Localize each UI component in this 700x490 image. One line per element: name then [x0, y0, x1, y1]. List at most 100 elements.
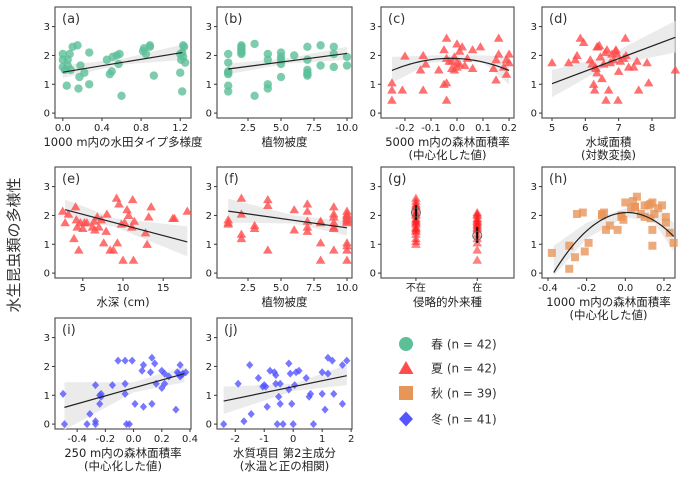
x-tick-label: 0.2 [154, 434, 170, 445]
point-triangle [236, 233, 247, 243]
y-tick-label: 1 [206, 391, 212, 402]
point-diamond [60, 420, 69, 429]
point-triangle [570, 55, 581, 64]
point-triangle [122, 205, 132, 214]
point-triangle [441, 78, 452, 87]
point-square [571, 253, 580, 262]
legend-item: 冬 (n = 41) [399, 411, 497, 427]
point-circle [342, 61, 352, 70]
x-axis-label: 1000 m内の森林面積率 [546, 295, 671, 309]
x-tick-label: 0 [290, 434, 296, 445]
point-diamond [321, 405, 329, 414]
panel-d: 0 1 2 3 5 6 7 8 水域面積(対数変換) (d) [531, 6, 681, 162]
point-triangle [169, 213, 180, 222]
point-triangle [446, 56, 457, 65]
x-axis-label: (中心化した値) [570, 308, 648, 322]
point-square [661, 212, 670, 221]
point-triangle [420, 59, 431, 68]
panel-label: (b) [224, 12, 242, 27]
point-triangle [342, 255, 352, 264]
confidence-band [65, 199, 188, 257]
point-diamond [338, 399, 347, 408]
x-tick-label: -0.1 [421, 123, 441, 134]
point-triangle [563, 58, 574, 67]
x-axis-label: 5000 m内の森林面積率 [385, 135, 510, 149]
point-triangle [236, 229, 247, 238]
x-tick-label: 0.4 [94, 123, 110, 134]
y-tick-label: 3 [44, 22, 50, 33]
y-tick-label: 0 [206, 269, 212, 280]
point-triangle [589, 85, 600, 94]
point-diamond [86, 410, 94, 419]
point-diamond [279, 420, 287, 429]
point-triangle [493, 49, 504, 58]
y-tick-label: 3 [531, 22, 537, 33]
y-tick-label: 0 [44, 109, 50, 120]
point-circle [145, 41, 155, 50]
legend-item: 夏 (n = 42) [398, 361, 497, 376]
point-circle [224, 87, 233, 96]
legend-circle-icon [399, 337, 413, 351]
point-triangle [612, 49, 622, 58]
point-triangle [127, 194, 138, 204]
y-tick-label: 2 [370, 211, 376, 222]
point-triangle [342, 245, 352, 254]
point-square [565, 241, 574, 250]
point-triangle [411, 219, 421, 228]
point-circle [115, 49, 124, 59]
point-diamond [148, 353, 156, 362]
point-triangle [591, 63, 601, 73]
point-triangle [499, 62, 509, 71]
mean-marker [410, 207, 421, 218]
confidence-band [228, 46, 347, 75]
legend-label: 冬 (n = 41) [431, 412, 497, 427]
point-triangle [387, 78, 397, 87]
point-diamond [285, 385, 293, 394]
point-diamond [234, 379, 242, 388]
point-square [648, 225, 657, 234]
point-triangle [504, 49, 514, 58]
legend-item: 秋 (n = 39) [399, 386, 497, 401]
x-tick-label: 0.2 [501, 123, 517, 134]
x-tick-label: -0.2 [96, 434, 116, 445]
point-diamond [324, 353, 332, 362]
point-square [584, 238, 593, 247]
x-axis-label: 植物被度 [262, 295, 308, 309]
point-circle [114, 59, 123, 69]
point-diamond [275, 392, 283, 401]
point-triangle [613, 66, 624, 75]
point-diamond [270, 368, 278, 377]
point-triangle [595, 52, 606, 61]
y-tick-label: 2 [206, 211, 212, 222]
point-triangle [454, 46, 465, 55]
point-diamond [295, 366, 303, 375]
point-circle [303, 71, 312, 80]
point-diamond [292, 368, 300, 377]
y-tick-label: 1 [370, 240, 376, 251]
x-tick-label: 7.5 [306, 123, 322, 134]
point-triangle [73, 245, 84, 254]
point-triangle [249, 223, 260, 233]
point-triangle [472, 209, 483, 218]
x-axis-label: (中心化した値) [84, 459, 162, 473]
x-tick-label: -0.2 [395, 123, 415, 134]
point-triangle [475, 42, 486, 51]
point-circle [329, 62, 338, 72]
point-diamond [330, 389, 338, 398]
x-tick-label: 15 [157, 283, 170, 294]
point-triangle [633, 85, 644, 94]
point-triangle [69, 233, 79, 243]
y-tick-label: 0 [370, 109, 376, 120]
confidence-band [553, 208, 674, 276]
y-tick-label: 1 [44, 391, 50, 402]
x-axis-label: 水深 (cm) [96, 295, 149, 309]
point-triangle [342, 241, 352, 250]
x-tick-label: -0.2 [577, 283, 597, 294]
confidence-band [223, 364, 347, 415]
fit-line [62, 51, 183, 73]
x-tick-label: 5 [80, 283, 86, 294]
point-diamond [272, 379, 280, 388]
point-triangle [302, 199, 313, 208]
point-circle [74, 84, 83, 93]
point-triangle [411, 229, 421, 238]
